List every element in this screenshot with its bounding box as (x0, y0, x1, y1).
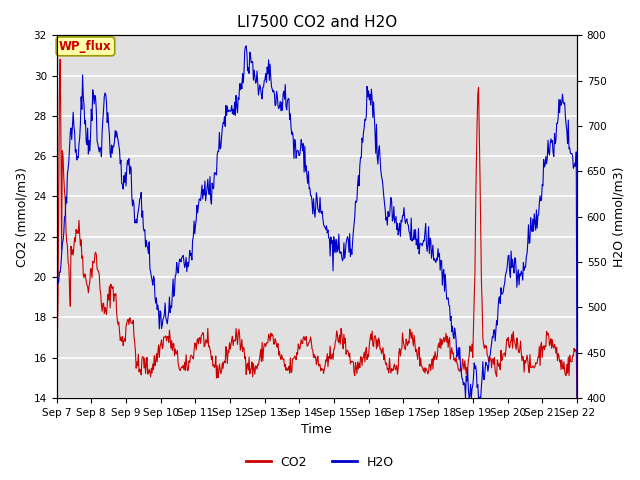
Title: LI7500 CO2 and H2O: LI7500 CO2 and H2O (237, 15, 397, 30)
Legend: CO2, H2O: CO2, H2O (241, 451, 399, 474)
Y-axis label: H2O (mmol/m3): H2O (mmol/m3) (612, 167, 625, 267)
Y-axis label: CO2 (mmol/m3): CO2 (mmol/m3) (15, 167, 28, 266)
Text: WP_flux: WP_flux (59, 40, 112, 53)
X-axis label: Time: Time (301, 423, 332, 436)
